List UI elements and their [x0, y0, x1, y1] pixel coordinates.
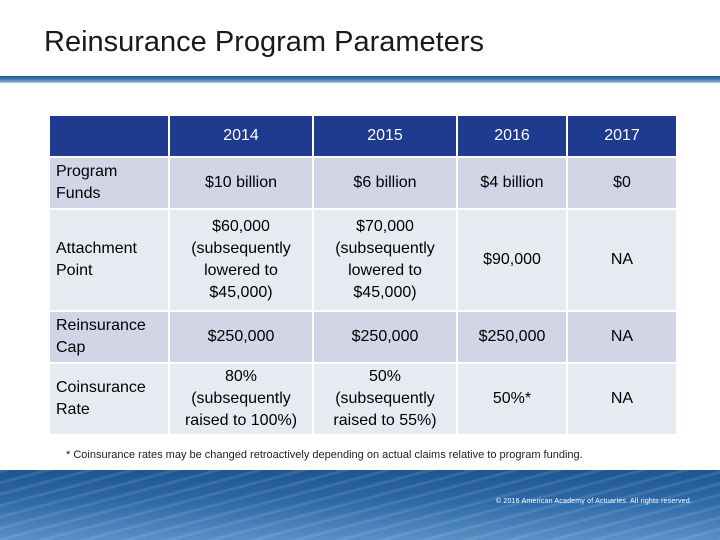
table-cell: $250,000 [456, 310, 568, 364]
table-cell: NA [566, 310, 678, 364]
table-row-program-funds: Program Funds $10 billion $6 billion $4 … [48, 156, 678, 210]
row-label: Program Funds [48, 156, 170, 210]
slide-title: Reinsurance Program Parameters [44, 26, 485, 58]
row-label: Attachment Point [48, 208, 170, 312]
header-corner-cell [48, 114, 170, 158]
parameters-table: 2014 2015 2016 2017 Program Funds $10 bi… [48, 114, 678, 436]
table-row-reinsurance-cap: Reinsurance Cap $250,000 $250,000 $250,0… [48, 310, 678, 364]
table-cell: 80% (subsequently raised to 100%) [168, 362, 314, 436]
header-year-2014: 2014 [168, 114, 314, 158]
table-cell: $10 billion [168, 156, 314, 210]
table-cell: $90,000 [456, 208, 568, 312]
table-cell: $0 [566, 156, 678, 210]
table-cell: $4 billion [456, 156, 568, 210]
table-cell: $250,000 [312, 310, 458, 364]
table-cell: NA [566, 208, 678, 312]
row-label: Coinsurance Rate [48, 362, 170, 436]
title-underline [0, 76, 720, 83]
table-cell: $70,000 (subsequently lowered to $45,000… [312, 208, 458, 312]
table-cell: $250,000 [168, 310, 314, 364]
table-cell: $60,000 (subsequently lowered to $45,000… [168, 208, 314, 312]
table-cell: 50% (subsequently raised to 55%) [312, 362, 458, 436]
header-year-2017: 2017 [566, 114, 678, 158]
table-cell: NA [566, 362, 678, 436]
copyright-notice: © 2016 American Academy of Actuaries. Al… [495, 498, 692, 505]
footnote: * Coinsurance rates may be changed retro… [66, 449, 583, 461]
header-year-2015: 2015 [312, 114, 458, 158]
footer-band: © 2016 American Academy of Actuaries. Al… [0, 470, 720, 540]
footer-decoration [0, 470, 720, 540]
table-row-coinsurance-rate: Coinsurance Rate 80% (subsequently raise… [48, 362, 678, 436]
table-cell: 50%* [456, 362, 568, 436]
table-header-row: 2014 2015 2016 2017 [48, 114, 678, 158]
table-cell: $6 billion [312, 156, 458, 210]
row-label: Reinsurance Cap [48, 310, 170, 364]
table-row-attachment-point: Attachment Point $60,000 (subsequently l… [48, 208, 678, 312]
header-year-2016: 2016 [456, 114, 568, 158]
